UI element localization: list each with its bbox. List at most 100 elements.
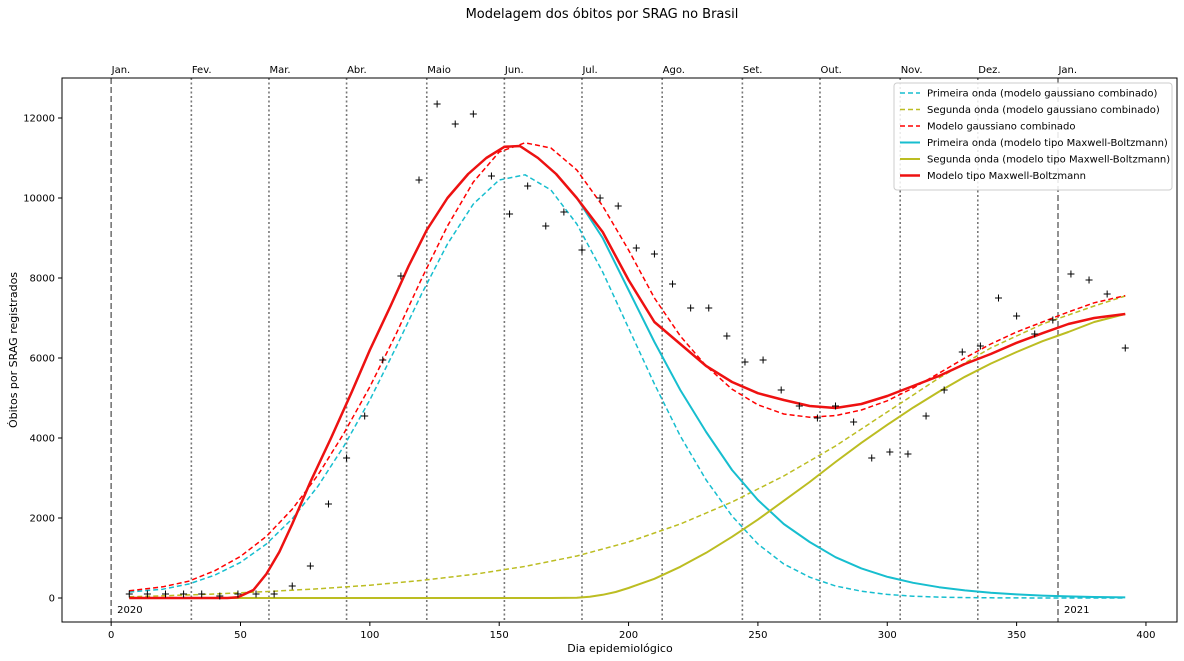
y-tick-label-0: 0 (49, 594, 55, 605)
observed-point-29 (650, 250, 658, 258)
series-layer (129, 142, 1126, 600)
observed-point-0 (125, 590, 133, 598)
observed-point-38 (813, 414, 821, 422)
observed-point-27 (614, 202, 622, 210)
observed-point-32 (705, 304, 713, 312)
observed-point-45 (940, 386, 948, 394)
observed-point-13 (361, 412, 369, 420)
observed-points (125, 100, 1129, 600)
y-tick-label-2: 4000 (30, 434, 55, 445)
observed-point-30 (669, 280, 677, 288)
month-label-9: Out. (820, 65, 841, 76)
legend-label-2: Modelo gaussiano combinado (927, 122, 1076, 133)
year-label-1: 2021 (1064, 605, 1089, 616)
month-label-4: Maio (427, 65, 451, 76)
month-label-8: Set. (743, 65, 763, 76)
observed-point-16 (415, 176, 423, 184)
y-tick-label-6: 12000 (23, 114, 55, 125)
month-label-2: Mar. (269, 65, 290, 76)
observed-point-11 (324, 500, 332, 508)
x-tick-label-1: 50 (234, 630, 247, 641)
month-label-0: Jan. (111, 65, 131, 76)
observed-point-40 (850, 418, 858, 426)
y-tick-label-5: 10000 (23, 194, 55, 205)
x-tick-label-7: 350 (1007, 630, 1026, 641)
series-line-0 (129, 174, 1126, 599)
observed-point-37 (795, 402, 803, 410)
observed-point-20 (487, 172, 495, 180)
observed-point-42 (886, 448, 894, 456)
year-labels: 2020 2021 (117, 605, 1089, 616)
observed-point-53 (1085, 276, 1093, 284)
observed-point-54 (1103, 290, 1111, 298)
observed-point-55 (1121, 344, 1129, 352)
observed-point-2 (161, 590, 169, 598)
observed-point-4 (198, 590, 206, 598)
observed-point-33 (723, 332, 731, 340)
observed-point-8 (270, 590, 278, 598)
observed-point-9 (288, 582, 296, 590)
series-line-5 (129, 144, 1126, 600)
x-tick-label-6: 300 (878, 630, 897, 641)
observed-point-52 (1067, 270, 1075, 278)
observed-point-22 (524, 182, 532, 190)
year-label-0: 2020 (117, 605, 142, 616)
observed-point-3 (180, 590, 188, 598)
plot-frame (61, 77, 1178, 623)
series-line-1 (129, 295, 1126, 598)
observed-point-7 (252, 590, 260, 598)
observed-point-24 (560, 208, 568, 216)
observed-point-36 (777, 386, 785, 394)
observed-point-26 (596, 194, 604, 202)
observed-point-34 (741, 358, 749, 366)
x-tick-label-3: 150 (490, 630, 509, 641)
month-label-1: Fev. (192, 65, 212, 76)
observed-point-47 (976, 342, 984, 350)
x-tick-label-8: 400 (1136, 630, 1155, 641)
observed-point-23 (542, 222, 550, 230)
y-tick-label-4: 8000 (30, 274, 55, 285)
x-axis-label: Dia epidemiológico (567, 642, 673, 655)
observed-point-14 (379, 356, 387, 364)
x-tick-label-2: 100 (360, 630, 379, 641)
series-line-2 (129, 142, 1126, 592)
y-tick-label-3: 6000 (30, 354, 55, 365)
observed-point-49 (1013, 312, 1021, 320)
month-label-7: Ago. (663, 65, 685, 76)
observed-point-31 (687, 304, 695, 312)
observed-point-39 (832, 402, 840, 410)
observed-point-12 (343, 454, 351, 462)
observed-point-35 (759, 356, 767, 364)
observed-point-18 (451, 120, 459, 128)
observed-point-17 (433, 100, 441, 108)
observed-point-15 (397, 272, 405, 280)
chart-title: Modelagem dos óbitos por SRAG no Brasil (466, 7, 739, 22)
observed-point-48 (994, 294, 1002, 302)
series-line-4 (129, 313, 1126, 599)
x-tick-label-5: 250 (748, 630, 767, 641)
observed-point-19 (469, 110, 477, 118)
observed-point-5 (216, 592, 224, 600)
observed-point-50 (1031, 330, 1039, 338)
observed-point-46 (958, 348, 966, 356)
legend-label-3: Primeira onda (modelo tipo Maxwell-Boltz… (927, 138, 1168, 149)
month-label-5: Jun. (504, 65, 524, 76)
month-label-6: Jul. (581, 65, 597, 76)
month-label-3: Abr. (347, 65, 367, 76)
legend: Primeira onda (modelo gaussiano combinad… (893, 82, 1173, 191)
observed-point-10 (306, 562, 314, 570)
month-label-10: Nov. (901, 65, 923, 76)
legend-label-1: Segunda onda (modelo gaussiano combinado… (927, 105, 1160, 116)
y-axis-label: Óbitos por SRAG registrados (7, 272, 20, 428)
y-axis-ticks: 0 2000 4000 6000 8000 10000 12000 (23, 114, 62, 605)
observed-point-21 (506, 210, 514, 218)
observed-point-43 (904, 450, 912, 458)
x-tick-label-4: 200 (619, 630, 638, 641)
legend-label-0: Primeira onda (modelo gaussiano combinad… (927, 89, 1157, 100)
observed-point-51 (1049, 316, 1057, 324)
month-label-11: Dez. (978, 65, 1000, 76)
y-tick-label-1: 2000 (30, 514, 55, 525)
legend-label-5: Modelo tipo Maxwell-Boltzmann (927, 171, 1086, 182)
month-labels: Jan. Fev. Mar. Abr. Maio Jun. Jul. Ago. Set. Out.… (111, 65, 1077, 76)
